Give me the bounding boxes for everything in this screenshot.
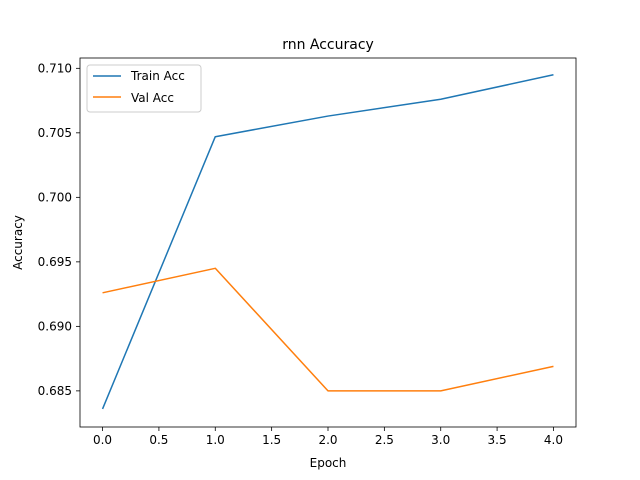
plot-frame [79, 57, 577, 428]
series-line-train-acc [101, 74, 554, 410]
plot-layer [101, 74, 554, 410]
x-tick-label: 0.0 [93, 433, 112, 447]
tick-layer: 0.0 0.5 1.0 1.5 2.0 2.5 3.0 3.5 4.0 0.685 0.690 0.6… [38, 61, 563, 447]
x-tick-label: 3.0 [431, 433, 450, 447]
y-tick-label: 0.705 [38, 126, 72, 140]
y-tick-label: 0.710 [38, 61, 72, 75]
chart-title: rnn Accuracy [282, 37, 374, 53]
x-tick-label: 0.5 [149, 433, 168, 447]
x-tick-label: 1.0 [206, 433, 225, 447]
x-tick-label: 3.5 [488, 433, 507, 447]
y-tick-label: 0.695 [38, 255, 72, 269]
x-tick-label: 2.5 [375, 433, 394, 447]
x-tick-label: 1.5 [262, 433, 281, 447]
series-line-val-acc [102, 267, 554, 392]
y-axis-label: Accuracy [11, 215, 25, 270]
y-tick-label: 0.690 [38, 319, 72, 333]
x-tick-label: 4.0 [544, 433, 563, 447]
legend: Train Acc Val Acc [86, 64, 202, 113]
x-tick-label: 2.0 [318, 433, 337, 447]
y-tick-label: 0.685 [38, 384, 72, 398]
x-axis-label: Epoch [310, 456, 347, 470]
legend-label-train-acc: Train Acc [130, 69, 185, 83]
y-tick-label: 0.700 [38, 190, 72, 204]
legend-label-val-acc: Val Acc [131, 91, 174, 105]
